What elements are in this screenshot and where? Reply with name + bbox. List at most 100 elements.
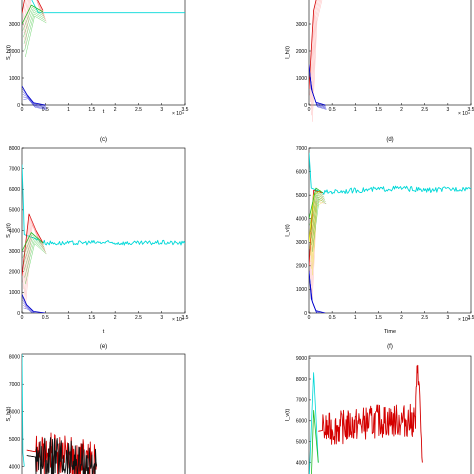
series-trajectory-green — [22, 234, 44, 258]
series-line-green — [309, 187, 324, 219]
y-tick-label: 3000 — [296, 240, 307, 246]
series-line-green — [22, 232, 44, 252]
series-trajectory-green — [309, 189, 324, 226]
series-line-cyan — [22, 164, 185, 246]
x-tick-label: 1 — [67, 315, 70, 321]
x-tick-label: 2 — [114, 107, 117, 113]
series-line-black — [26, 437, 97, 474]
x-tick-label: 2 — [114, 315, 117, 321]
y-tick-label: 4000 — [296, 460, 307, 466]
series-group — [309, 0, 327, 122]
series-trajectory-green — [23, 11, 46, 44]
y-tick-label: 7000 — [9, 166, 20, 172]
x-tick-label: 3.5 — [182, 107, 189, 113]
y-tick-label: 9000 — [296, 356, 307, 362]
axes-frame — [21, 147, 186, 314]
x-tick-label: 0 — [308, 107, 311, 113]
axes-frame — [308, 355, 472, 474]
y-tick-label: 5000 — [9, 437, 20, 443]
axes-frame — [308, 0, 472, 106]
y-tick-label: 0 — [304, 103, 307, 109]
x-tick-label: 2.5 — [135, 107, 142, 113]
series-trajectory-green — [23, 9, 45, 38]
series-group — [22, 164, 185, 313]
chart-panel-3: 0 0.5 1 1.5 2 2.5 3 3.5× 10⁴ t (c) 0 1000 2000 3000 40… — [6, 137, 189, 335]
y-tick-label: 8000 — [296, 377, 307, 383]
x-tick-label: 3.5 — [182, 315, 189, 321]
y-tick-label: 1000 — [296, 76, 307, 82]
series-trajectory-blue — [22, 91, 46, 107]
x-tick-label: 0.5 — [42, 107, 49, 113]
series-trajectory-red — [309, 0, 318, 96]
y-tick-label: 6000 — [296, 169, 307, 175]
series-trajectory-blue — [22, 299, 35, 313]
series-trajectory-green — [25, 15, 47, 58]
y-tick-label: 0 — [17, 103, 20, 109]
series-trajectory-blue — [310, 77, 327, 110]
y-tick-label: 6000 — [9, 187, 20, 193]
panel-title: (f) — [387, 344, 393, 350]
chart-panel-1: 0 0.5 1 1.5 2 2.5 3 3.5× 10⁴ t 0 1000 2000 3000 S_h(t… — [6, 0, 189, 117]
x-tick-label: 3 — [446, 315, 449, 321]
series-trajectory-yellow — [309, 192, 322, 249]
panel-title: (e) — [100, 344, 107, 350]
series-trajectory-red — [312, 0, 323, 122]
series-line-cyan — [309, 372, 319, 474]
y-tick-label: 6000 — [9, 409, 20, 415]
x-tick-label: 3 — [446, 107, 449, 113]
series-trajectory-green — [310, 192, 325, 232]
y-axis-label: S_h(t) — [6, 45, 12, 60]
series-line-red — [318, 364, 423, 463]
x-tick-label: 1 — [354, 107, 357, 113]
y-tick-label: 4000 — [296, 217, 307, 223]
y-tick-label: 6000 — [296, 419, 307, 425]
y-tick-label: 5000 — [9, 208, 20, 214]
x-tick-label: 2 — [400, 107, 403, 113]
x-tick-label: 1.5 — [88, 107, 95, 113]
series-trajectory-green — [25, 243, 47, 285]
y-axis-label: I_v(t) — [285, 224, 291, 237]
series-trajectory-red — [23, 0, 45, 27]
x-tick-label: 1 — [354, 315, 357, 321]
chart-panel-6: (f) 4000 5000 6000 7000 8000 9000 I_v(t) — [285, 344, 472, 474]
series-trajectory-blue — [22, 305, 33, 313]
y-tick-label: 5000 — [296, 440, 307, 446]
series-trajectory-blue — [23, 96, 47, 109]
x-tick-label: 0 — [308, 315, 311, 321]
x-tick-label: 2.5 — [135, 315, 142, 321]
y-tick-label: 5000 — [296, 193, 307, 199]
x-exponent-label: × 10⁴ — [172, 111, 184, 117]
series-trajectory-red — [310, 0, 320, 109]
series-trajectory-yellow — [312, 201, 325, 276]
y-tick-label: 3000 — [9, 249, 20, 255]
x-exponent-label: × 10⁴ — [458, 111, 470, 117]
x-tick-label: 1.5 — [375, 315, 382, 321]
series-trajectory-green — [23, 238, 46, 271]
series-trajectory-green — [24, 241, 46, 278]
x-tick-label: 2.5 — [421, 315, 428, 321]
series-line-red — [22, 0, 44, 14]
y-tick-label: 1000 — [9, 290, 20, 296]
y-tick-label: 0 — [17, 311, 20, 317]
x-exponent-label: × 10⁴ — [172, 317, 184, 323]
x-tick-label: 0.5 — [329, 107, 336, 113]
series-line-cyan — [309, 152, 471, 195]
y-tick-label: 8000 — [9, 355, 20, 361]
series-trajectory-red — [310, 0, 319, 103]
series-line-blue — [22, 85, 46, 106]
y-tick-label: 7000 — [296, 398, 307, 404]
x-exponent-label: × 10⁴ — [458, 317, 470, 323]
x-tick-label: 0.5 — [329, 315, 336, 321]
series-trajectory-blue — [23, 307, 33, 313]
series-trajectory-blue — [22, 302, 34, 313]
x-tick-label: 0.5 — [42, 315, 49, 321]
axes-frame — [21, 353, 186, 474]
x-axis-label: t — [103, 329, 105, 335]
y-tick-label: 0 — [304, 311, 307, 317]
series-line-red — [309, 0, 317, 89]
x-tick-label: 1 — [67, 107, 70, 113]
y-tick-label: 3000 — [9, 22, 20, 28]
series-trajectory-red — [23, 0, 46, 34]
y-tick-label: 4000 — [9, 228, 20, 234]
x-tick-label: 2 — [400, 315, 403, 321]
